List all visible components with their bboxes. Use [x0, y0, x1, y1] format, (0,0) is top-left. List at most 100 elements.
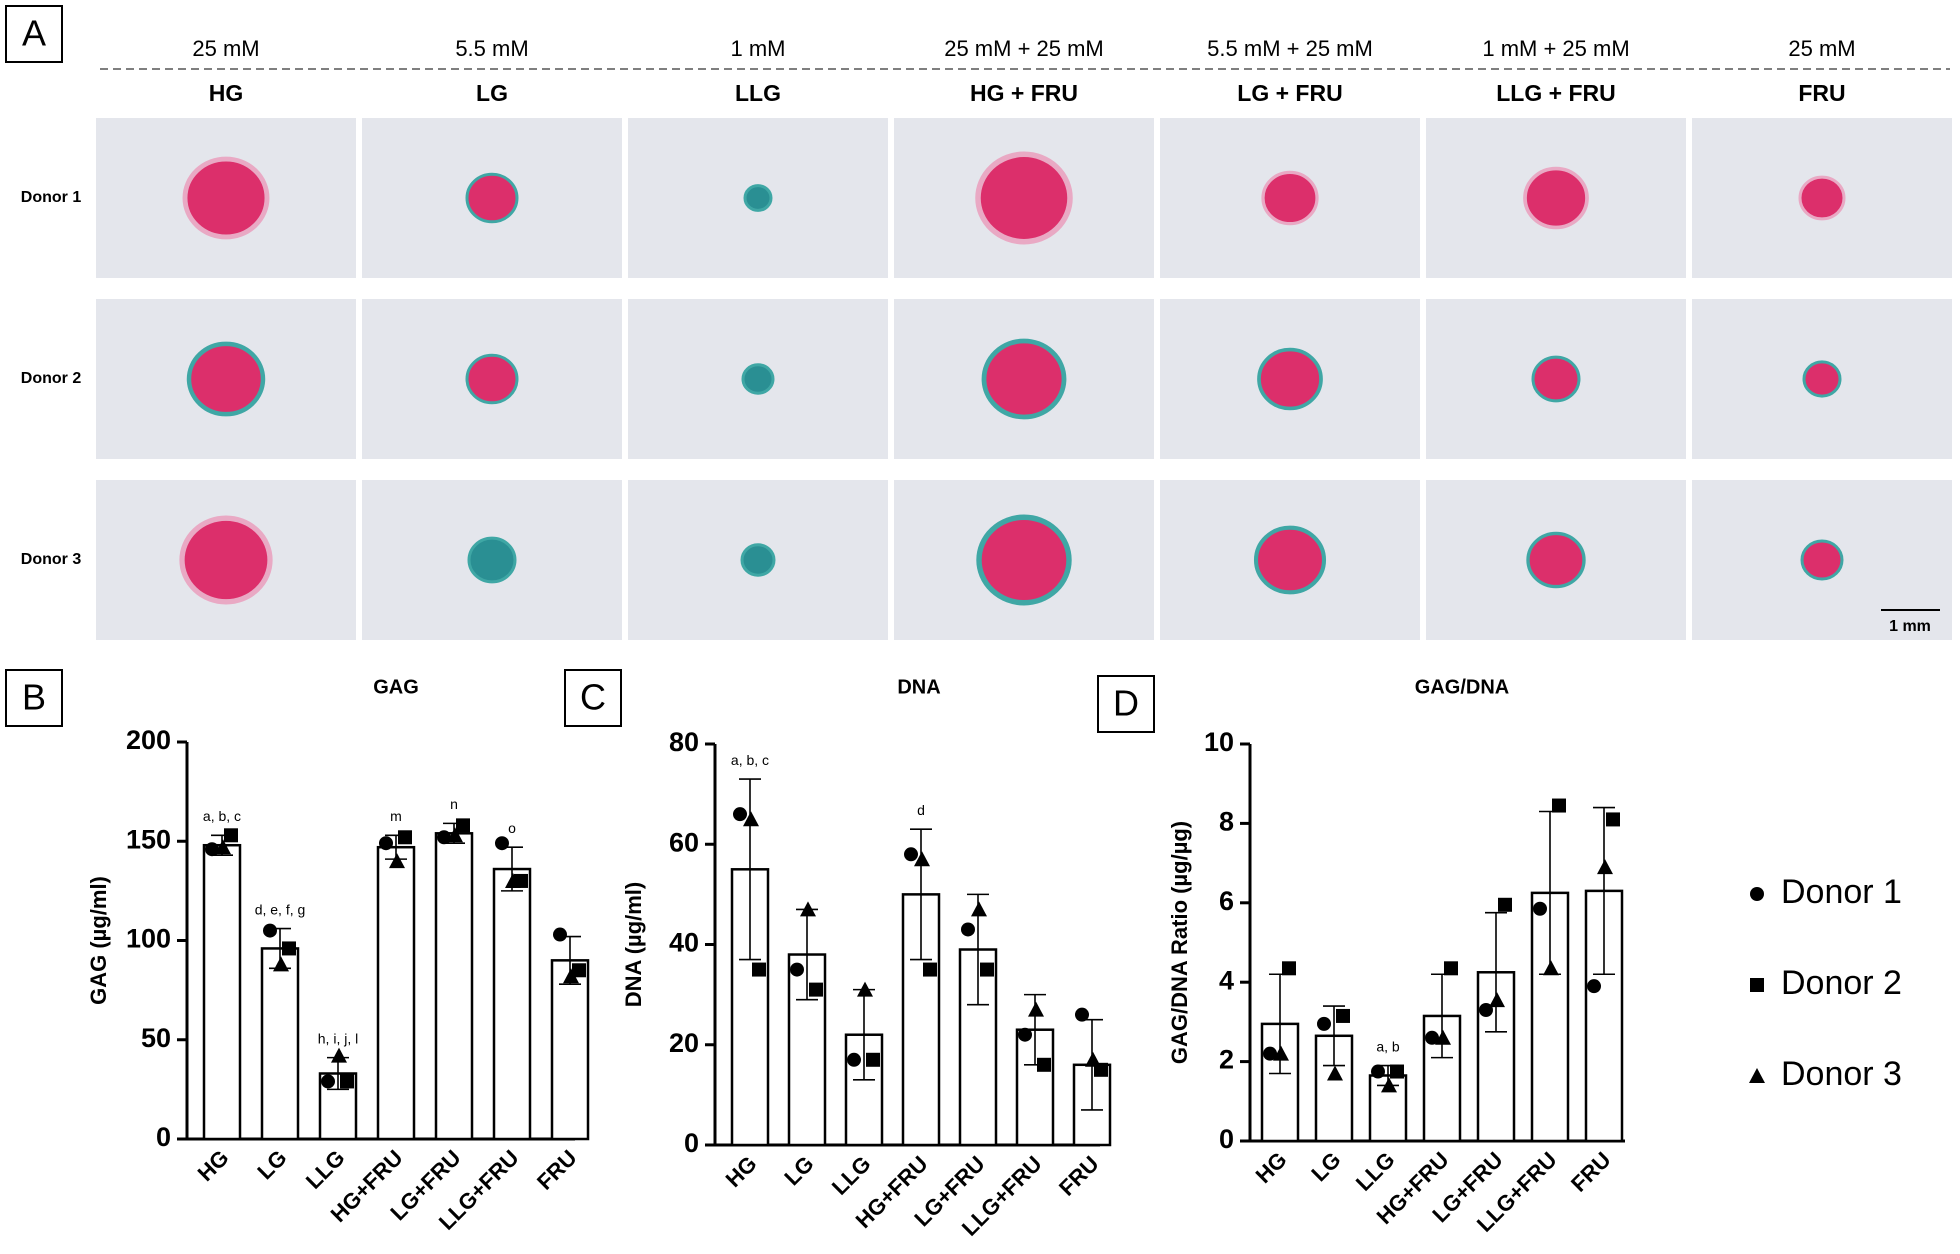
donor-point — [1587, 979, 1601, 994]
x-tick-label: HG — [721, 1151, 762, 1192]
tissue-section — [1523, 166, 1589, 230]
donor-point — [752, 962, 766, 977]
y-tick-label: 0 — [156, 1122, 171, 1152]
chart-title: GAG/DNA — [1415, 676, 1509, 698]
panel-label: B — [22, 677, 46, 718]
tissue-section — [975, 151, 1073, 245]
y-tick-label: 0 — [684, 1128, 699, 1158]
donor-point — [447, 827, 463, 843]
chart-title: DNA — [897, 676, 940, 698]
tissue-section — [1257, 347, 1323, 411]
donor-point — [1317, 1016, 1331, 1031]
y-tick-label: 200 — [126, 725, 171, 755]
concentration-label: 25 mM — [192, 36, 259, 61]
donor-point — [1498, 897, 1512, 912]
tissue-section — [1261, 170, 1319, 226]
donor-row-label: Donor 3 — [21, 551, 82, 568]
donor-point — [563, 968, 579, 984]
donor-point — [205, 842, 219, 857]
y-axis-label: GAG/DNA Ratio (µg/µg) — [1167, 821, 1192, 1064]
tissue-section — [182, 156, 270, 240]
donor-point — [1037, 1057, 1051, 1072]
chart-title: GAG — [373, 676, 419, 698]
group-label: LLG — [735, 80, 781, 106]
group-label: LG — [476, 80, 508, 106]
donor-point — [790, 962, 804, 977]
donor-point — [1381, 1077, 1397, 1093]
concentration-label: 5.5 mM — [455, 36, 528, 61]
significance-label: m — [390, 808, 402, 824]
panel-label-box — [564, 669, 622, 727]
error-bar — [1593, 806, 1615, 976]
donor-point — [1552, 798, 1566, 813]
donor-row-label: Donor 1 — [21, 189, 82, 206]
concentration-label: 1 mM + 25 mM — [1482, 36, 1629, 61]
legend-label: Donor 3 — [1781, 1055, 1902, 1093]
tissue-section — [741, 363, 775, 395]
donor-point — [809, 982, 823, 997]
tissue-section — [186, 341, 266, 417]
donor-point — [914, 851, 930, 867]
significance-label: d, e, f, g — [255, 901, 306, 917]
donor-point — [331, 1047, 347, 1063]
tissue-section — [467, 536, 517, 584]
donor-point — [398, 830, 412, 845]
donor-point — [800, 901, 816, 917]
donor-point — [1543, 960, 1559, 976]
group-label: LG + FRU — [1237, 80, 1342, 106]
donor-point — [215, 839, 231, 855]
donor-point — [1533, 901, 1547, 916]
concentration-label: 5.5 mM + 25 mM — [1207, 36, 1373, 61]
donor-point — [1282, 961, 1296, 976]
donor-point — [1028, 1001, 1044, 1017]
tissue-section — [179, 515, 273, 605]
panel-label: A — [22, 13, 46, 54]
donor-point — [1435, 1029, 1451, 1045]
x-tick-label: LG — [252, 1145, 291, 1184]
group-label: HG + FRU — [970, 80, 1078, 106]
tissue-section — [465, 353, 519, 405]
x-tick-label: HG — [1251, 1147, 1292, 1188]
x-tick-label: LG — [779, 1151, 818, 1190]
tissue-section — [743, 184, 773, 212]
y-tick-label: 0 — [1219, 1124, 1234, 1154]
donor-point — [282, 941, 296, 956]
x-tick-label: FRU — [1054, 1151, 1104, 1201]
bar — [260, 947, 300, 1141]
donor-point — [904, 847, 918, 862]
donor-point — [1425, 1030, 1439, 1045]
y-tick-label: 60 — [669, 827, 699, 857]
donor-point — [1018, 1027, 1032, 1042]
significance-label: a, b — [1376, 1038, 1400, 1054]
error-bar — [739, 778, 761, 961]
x-tick-label: LLG — [1351, 1147, 1400, 1196]
legend-marker — [1749, 1068, 1765, 1083]
donor-point — [321, 1074, 335, 1089]
donor-point — [980, 962, 994, 977]
donor-point — [923, 962, 937, 977]
donor-point — [273, 956, 289, 972]
tissue-section — [1802, 360, 1842, 398]
donor-point — [389, 853, 405, 869]
donor-point — [1075, 1007, 1089, 1022]
y-tick-label: 40 — [669, 928, 699, 958]
error-bar — [910, 828, 932, 961]
tissue-section — [981, 338, 1067, 420]
bar — [376, 845, 416, 1141]
donor-point — [1085, 1051, 1101, 1067]
donor-point — [961, 922, 975, 937]
donor-point — [505, 872, 521, 888]
donor-point — [733, 807, 747, 822]
donor-point — [1390, 1064, 1404, 1079]
significance-label: a, b, c — [731, 752, 769, 768]
tissue-section — [740, 543, 776, 577]
donor-point — [1597, 859, 1613, 875]
group-label: FRU — [1798, 80, 1845, 106]
scale-bar-label: 1 mm — [1889, 618, 1931, 635]
panel-label-box — [1097, 675, 1155, 733]
donor-point — [263, 923, 277, 938]
y-tick-label: 80 — [669, 727, 699, 757]
donor-point — [224, 828, 238, 843]
y-tick-label: 100 — [126, 924, 171, 954]
